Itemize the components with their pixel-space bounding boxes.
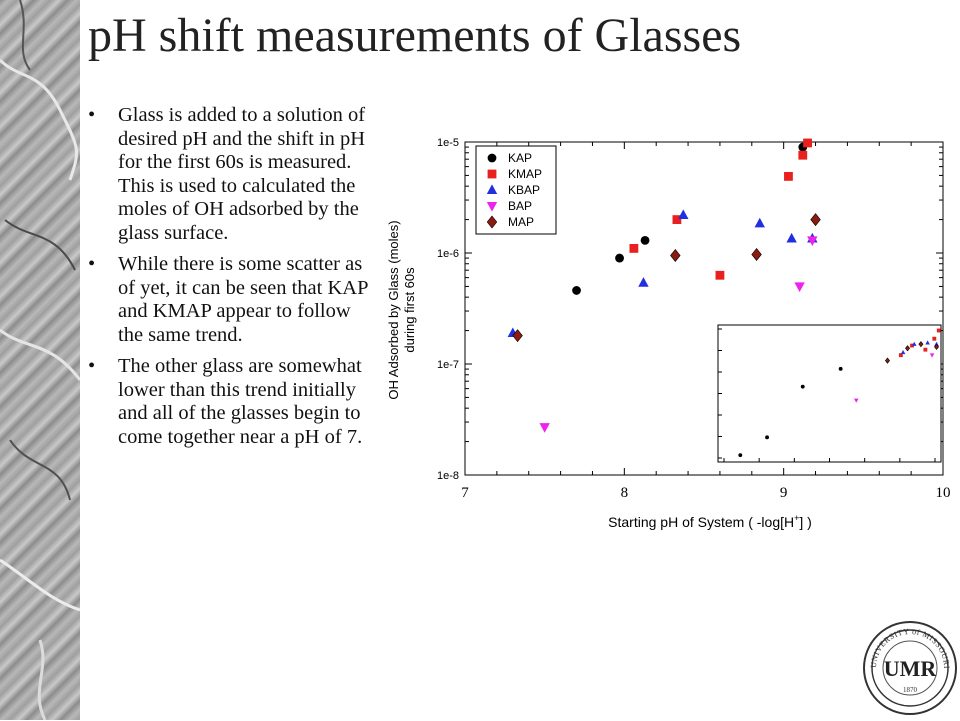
legend-label-kmap: KMAP xyxy=(508,167,542,181)
data-point-map xyxy=(751,247,762,261)
data-point-kmap xyxy=(672,215,682,224)
inset-point-kbap xyxy=(900,349,906,355)
university-seal-logo: UNIVERSITY of MISSOURI-ROLLA UMR 1870 xyxy=(859,613,958,716)
legend-label-map: MAP xyxy=(508,215,534,229)
data-point-kmap xyxy=(715,270,725,280)
inset-point-kap xyxy=(838,366,843,371)
inset-chart xyxy=(717,324,942,463)
y-tick-label: 1e-8 xyxy=(437,470,459,482)
inset-point-map xyxy=(905,345,911,352)
data-marks xyxy=(507,138,821,433)
x-tick-labels: 7 8 9 10 xyxy=(461,485,950,501)
inset-point-kmap xyxy=(936,328,941,333)
data-point-kmap xyxy=(798,150,808,160)
data-point-kbap xyxy=(754,217,765,228)
inset-point-map xyxy=(934,343,940,351)
inset-point-kmap xyxy=(898,353,903,358)
data-point-map xyxy=(670,248,681,262)
legend-marker-bap xyxy=(486,202,498,212)
y-tick-label: 1e-6 xyxy=(437,248,459,260)
inset-point-kap xyxy=(800,384,805,389)
legend-marker-map xyxy=(486,215,498,229)
legend-marker-kap xyxy=(487,153,497,163)
inset-point-kmap xyxy=(923,347,928,352)
x-axis-label: Starting pH of System ( -log[H+] ) xyxy=(608,513,812,530)
inset-point-kmap xyxy=(910,343,914,348)
legend-marker-kmap xyxy=(487,169,497,179)
chart-svg: 7 8 9 10 1e-8 1e-7 1e-6 1e-5 KAP KMAP KBAP BAP MAP… xyxy=(386,137,951,530)
data-point-kap xyxy=(572,286,581,295)
data-point-map xyxy=(512,329,523,343)
data-point-bap xyxy=(794,282,805,293)
slide-title: pH shift measurements of Glasses xyxy=(88,9,742,62)
scatter-chart: 7 8 9 10 1e-8 1e-7 1e-6 1e-5 KAP KMAP KBAP BAP MAP… xyxy=(380,125,960,545)
seal-year: 1870 xyxy=(903,686,918,694)
stone-texture xyxy=(0,0,80,720)
data-point-kmap xyxy=(629,244,639,253)
legend-label-kbap: KBAP xyxy=(508,183,540,197)
plot-area xyxy=(464,141,944,476)
bullet-item: While there is some scatter as of yet, i… xyxy=(88,253,373,347)
inset-point-bap xyxy=(853,398,859,403)
data-point-kbap xyxy=(786,232,797,243)
bullet-item: The other glass are somewhat lower than … xyxy=(88,355,373,449)
seal-svg: UNIVERSITY of MISSOURI-ROLLA UMR 1870 xyxy=(859,613,957,715)
x-axis-label-main: Starting pH of System ( -log[H xyxy=(608,514,794,530)
chart-legend: KAP KMAP KBAP BAP MAP xyxy=(475,145,557,235)
y-axis-label-line1: OH Adsorbed by Glass (moles) xyxy=(386,220,401,399)
data-point-kmap xyxy=(803,138,812,148)
legend-label-bap: BAP xyxy=(508,199,532,213)
inset-point-kap xyxy=(738,453,743,458)
inset-point-bap xyxy=(929,353,935,358)
x-tick-label: 7 xyxy=(461,485,469,501)
data-point-kap xyxy=(615,253,624,263)
data-point-kbap xyxy=(678,209,689,219)
x-axis-label-sup: + xyxy=(794,513,799,523)
legend-marker-kbap xyxy=(486,184,498,194)
inset-point-kbap xyxy=(911,341,917,346)
y-tick-label: 1e-7 xyxy=(437,359,459,371)
x-tick-label: 8 xyxy=(621,485,629,501)
inset-point-kap xyxy=(765,435,769,440)
seal-monogram: UMR xyxy=(884,656,938,681)
bullet-item: Glass is added to a solution of desired … xyxy=(88,104,373,245)
data-point-map xyxy=(810,213,821,227)
data-point-kap xyxy=(640,235,650,245)
x-tick-label: 9 xyxy=(780,485,788,501)
inset-plot-area xyxy=(717,324,942,463)
data-point-kbap xyxy=(638,277,649,287)
inset-point-kbap xyxy=(925,340,930,345)
inset-point-map xyxy=(918,341,924,348)
inset-point-map xyxy=(884,357,890,364)
data-point-kmap xyxy=(784,171,793,181)
inset-point-kmap xyxy=(932,336,937,341)
data-point-bap xyxy=(807,236,818,246)
y-tick-label: 1e-5 xyxy=(437,137,459,149)
data-point-bap xyxy=(539,423,550,433)
x-axis-label-end: ] ) xyxy=(799,514,811,530)
bullet-list: Glass is added to a solution of desired … xyxy=(88,104,373,457)
y-axis-label-line2: during first 60s xyxy=(402,267,417,353)
y-tick-labels: 1e-8 1e-7 1e-6 1e-5 xyxy=(437,137,459,482)
x-tick-label: 10 xyxy=(936,485,951,501)
decorative-stone-strip xyxy=(0,0,80,720)
legend-label-kap: KAP xyxy=(508,151,532,165)
